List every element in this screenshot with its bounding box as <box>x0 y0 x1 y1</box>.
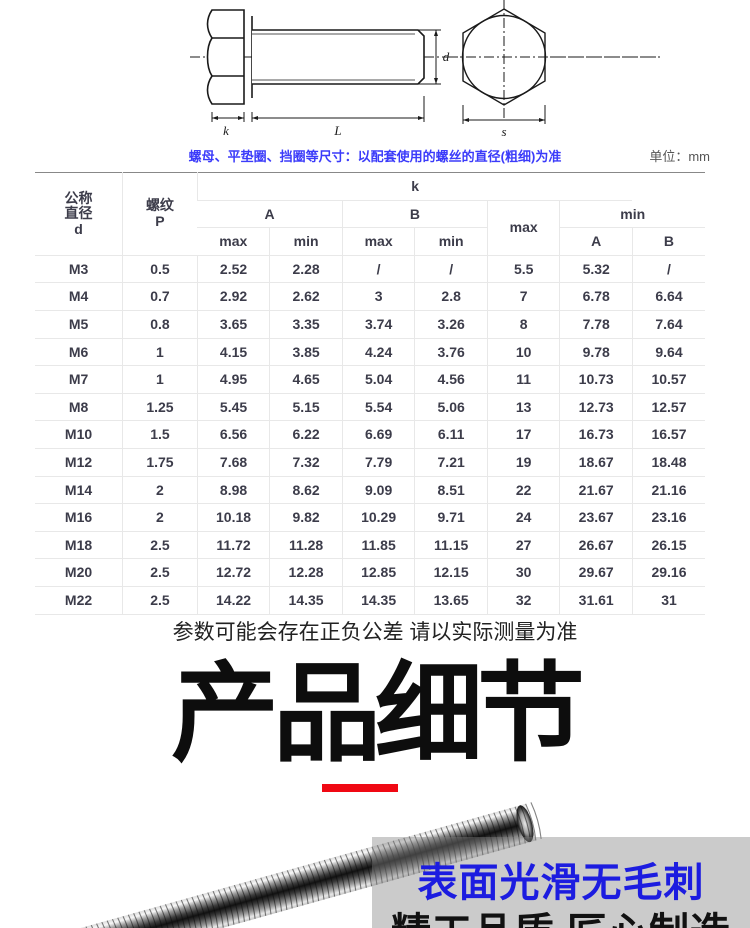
svg-text:k: k <box>223 123 229 138</box>
svg-text:L: L <box>333 123 341 138</box>
svg-text:s: s <box>501 124 506 139</box>
